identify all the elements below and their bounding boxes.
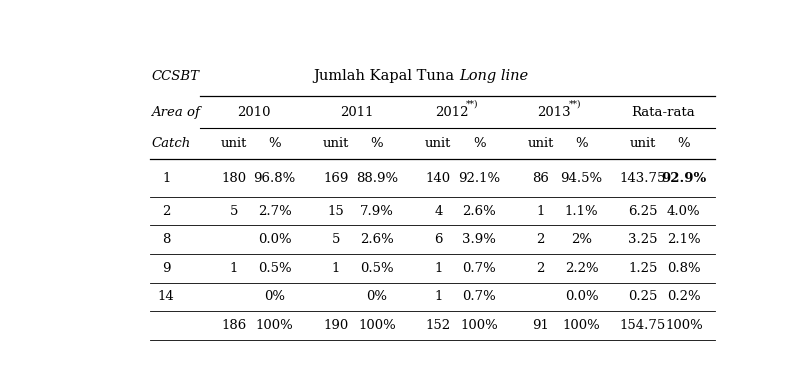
Text: 0.7%: 0.7% bbox=[462, 290, 496, 303]
Text: 0.7%: 0.7% bbox=[462, 262, 496, 275]
Text: 0.2%: 0.2% bbox=[667, 290, 700, 303]
Text: 0.0%: 0.0% bbox=[565, 290, 599, 303]
Text: 100%: 100% bbox=[460, 319, 498, 332]
Text: 9: 9 bbox=[162, 262, 170, 275]
Text: 190: 190 bbox=[323, 319, 349, 332]
Text: 1: 1 bbox=[229, 262, 238, 275]
Text: Area of: Area of bbox=[151, 106, 201, 119]
Text: 1: 1 bbox=[537, 205, 544, 218]
Text: 1: 1 bbox=[332, 262, 341, 275]
Text: %: % bbox=[473, 137, 486, 150]
Text: **): **) bbox=[568, 99, 581, 108]
Text: unit: unit bbox=[323, 137, 349, 150]
Text: unit: unit bbox=[630, 137, 656, 150]
Text: unit: unit bbox=[528, 137, 554, 150]
Text: 1: 1 bbox=[434, 290, 443, 303]
Text: 3.9%: 3.9% bbox=[462, 233, 496, 246]
Text: 2%: 2% bbox=[571, 233, 592, 246]
Text: 2.6%: 2.6% bbox=[462, 205, 496, 218]
Text: 0%: 0% bbox=[366, 290, 388, 303]
Text: 4: 4 bbox=[434, 205, 443, 218]
Text: unit: unit bbox=[425, 137, 451, 150]
Text: 4.0%: 4.0% bbox=[667, 205, 700, 218]
Text: 6.25: 6.25 bbox=[628, 205, 657, 218]
Text: 100%: 100% bbox=[256, 319, 294, 332]
Text: Catch: Catch bbox=[151, 137, 190, 150]
Text: 86: 86 bbox=[533, 172, 549, 185]
Text: 180: 180 bbox=[221, 172, 247, 185]
Text: 92.9%: 92.9% bbox=[661, 172, 707, 185]
Text: 0.5%: 0.5% bbox=[361, 262, 394, 275]
Text: 100%: 100% bbox=[358, 319, 396, 332]
Text: 91: 91 bbox=[533, 319, 549, 332]
Text: 2012: 2012 bbox=[435, 106, 468, 119]
Text: unit: unit bbox=[220, 137, 247, 150]
Text: 0%: 0% bbox=[264, 290, 285, 303]
Text: 2: 2 bbox=[537, 262, 544, 275]
Text: 1.1%: 1.1% bbox=[565, 205, 599, 218]
Text: %: % bbox=[576, 137, 588, 150]
Text: 96.8%: 96.8% bbox=[254, 172, 296, 185]
Text: 100%: 100% bbox=[665, 319, 703, 332]
Text: 92.1%: 92.1% bbox=[458, 172, 501, 185]
Text: 2010: 2010 bbox=[237, 106, 271, 119]
Text: %: % bbox=[371, 137, 384, 150]
Text: 6: 6 bbox=[434, 233, 443, 246]
Text: 7.9%: 7.9% bbox=[360, 205, 394, 218]
Text: 2.6%: 2.6% bbox=[360, 233, 394, 246]
Text: 5: 5 bbox=[229, 205, 238, 218]
Text: 186: 186 bbox=[221, 319, 247, 332]
Text: 0.8%: 0.8% bbox=[667, 262, 700, 275]
Text: 2011: 2011 bbox=[340, 106, 373, 119]
Text: 5: 5 bbox=[332, 233, 341, 246]
Text: 1: 1 bbox=[434, 262, 443, 275]
Text: 2.2%: 2.2% bbox=[565, 262, 599, 275]
Text: Long line: Long line bbox=[458, 69, 528, 83]
Text: 88.9%: 88.9% bbox=[356, 172, 398, 185]
Text: 152: 152 bbox=[426, 319, 451, 332]
Text: 2.7%: 2.7% bbox=[258, 205, 291, 218]
Text: CCSBT: CCSBT bbox=[151, 69, 199, 83]
Text: Rata-rata: Rata-rata bbox=[631, 106, 695, 119]
Text: 94.5%: 94.5% bbox=[560, 172, 603, 185]
Text: 8: 8 bbox=[162, 233, 170, 246]
Text: 14: 14 bbox=[158, 290, 174, 303]
Text: 1.25: 1.25 bbox=[628, 262, 657, 275]
Text: 3.25: 3.25 bbox=[628, 233, 657, 246]
Text: 2.1%: 2.1% bbox=[667, 233, 700, 246]
Text: 0.5%: 0.5% bbox=[258, 262, 291, 275]
Text: 2: 2 bbox=[537, 233, 544, 246]
Text: 154.75: 154.75 bbox=[620, 319, 666, 332]
Text: 2013: 2013 bbox=[537, 106, 571, 119]
Text: 1: 1 bbox=[162, 172, 170, 185]
Text: 0.0%: 0.0% bbox=[258, 233, 291, 246]
Text: 100%: 100% bbox=[563, 319, 600, 332]
Text: 143.75: 143.75 bbox=[620, 172, 666, 185]
Text: 140: 140 bbox=[426, 172, 451, 185]
Text: %: % bbox=[268, 137, 281, 150]
Text: Jumlah Kapal Tuna: Jumlah Kapal Tuna bbox=[313, 69, 458, 83]
Text: 169: 169 bbox=[323, 172, 349, 185]
Text: 15: 15 bbox=[328, 205, 345, 218]
Text: %: % bbox=[677, 137, 690, 150]
Text: **): **) bbox=[466, 99, 478, 108]
Text: 2: 2 bbox=[162, 205, 170, 218]
Text: 0.25: 0.25 bbox=[628, 290, 657, 303]
